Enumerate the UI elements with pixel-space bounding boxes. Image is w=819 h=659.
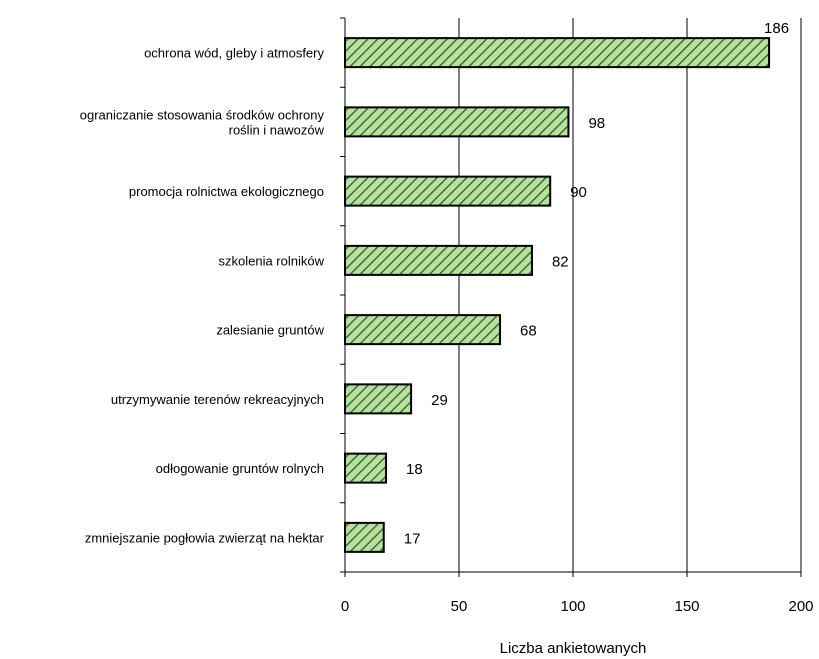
x-axis-title: Liczba ankietowanych: [500, 640, 647, 657]
category-label-0: ochrona wód, gleby i atmosfery: [144, 46, 324, 61]
value-label-1: 98: [588, 115, 605, 132]
bar-3: [344, 244, 533, 276]
category-label-line: roślin i nawozów: [229, 122, 325, 137]
bar-0: [344, 37, 771, 69]
value-label-7: 17: [404, 530, 421, 547]
axes: [340, 17, 802, 577]
category-label-5: utrzymywanie terenów rekreacyjnych: [111, 392, 324, 407]
category-label-line: ochrona wód, gleby i atmosfery: [144, 46, 324, 61]
bar-2: [344, 175, 552, 207]
bar-4: [344, 314, 502, 346]
x-tick-label-50: 50: [451, 598, 468, 615]
value-label-6: 18: [406, 461, 423, 478]
category-label-line: ograniczanie stosowania środków ochrony: [80, 107, 325, 122]
category-label-1: ograniczanie stosowania środków ochrony r…: [80, 107, 325, 137]
category-label-4: zalesianie gruntów: [216, 323, 324, 338]
x-tick-label-150: 150: [674, 598, 699, 615]
value-label-5: 29: [431, 392, 448, 409]
x-tick-label-0: 0: [341, 598, 349, 615]
category-label-line: utrzymywanie terenów rekreacyjnych: [111, 392, 324, 407]
category-label-line: odłogowanie gruntów rolnych: [156, 461, 324, 476]
grid-lines: [458, 18, 802, 572]
x-tick-label-100: 100: [560, 598, 585, 615]
category-label-line: promocja rolnictwa ekologicznego: [129, 184, 324, 199]
x-tick-label-200: 200: [788, 598, 813, 615]
bars: [344, 37, 771, 553]
value-label-3: 82: [552, 253, 569, 270]
category-label-3: szkolenia rolników: [219, 253, 325, 268]
category-label-7: zmniejszanie pogłowia zwierząt na hektar: [85, 530, 325, 545]
category-label-line: szkolenia rolników: [219, 253, 325, 268]
bar-7: [344, 521, 385, 553]
bar-5: [344, 383, 413, 415]
bar-1: [344, 106, 570, 138]
category-label-2: promocja rolnictwa ekologicznego: [129, 184, 324, 199]
category-label-line: zalesianie gruntów: [216, 323, 324, 338]
category-label-6: odłogowanie gruntów rolnych: [156, 461, 324, 476]
value-label-2: 90: [570, 184, 587, 201]
bar-6: [344, 452, 388, 484]
labels: 0 50 100 150 200 186 ochrona wód, gleby i atmo…: [80, 20, 814, 615]
category-label-line: zmniejszanie pogłowia zwierząt na hektar: [85, 530, 325, 545]
value-label-0: 186: [764, 20, 789, 37]
value-label-4: 68: [520, 323, 537, 340]
